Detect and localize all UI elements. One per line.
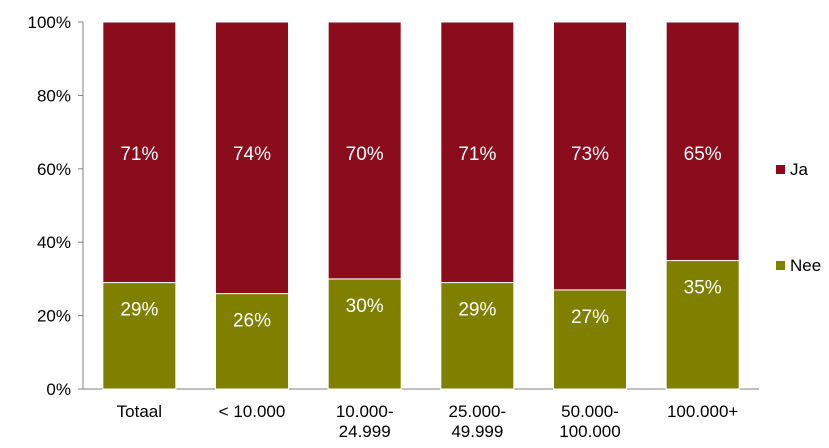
x-tick-label: 25.000- [448, 402, 506, 421]
x-tick-label: 100.000 [559, 422, 620, 441]
data-label: 70% [346, 144, 384, 165]
x-tick-label: < 10.000 [219, 402, 286, 421]
data-label: 73% [571, 144, 609, 165]
bar-segment-ja [553, 21, 627, 291]
x-tick-label: 10.000- [336, 402, 394, 421]
legend-item-ja: Ja [776, 160, 809, 179]
x-tick-label: 24.999 [339, 422, 391, 441]
y-tick-label: 60% [37, 160, 71, 179]
legend-item-nee: Nee [776, 256, 821, 275]
x-tick-label: 50.000- [561, 402, 619, 421]
bar-segment-ja [440, 21, 515, 284]
legend-label: Nee [790, 256, 821, 275]
data-label: 26% [233, 311, 271, 332]
data-label: 65% [684, 144, 722, 165]
data-label: 74% [233, 144, 271, 165]
y-tick-label: 40% [37, 233, 71, 252]
y-tick-label: 0% [46, 380, 71, 399]
bar-segment-ja [665, 21, 740, 262]
bar-segment-nee [440, 282, 515, 390]
bar-segment-nee [102, 282, 177, 390]
legend-swatch [776, 165, 785, 174]
x-tick-label: 100.000+ [667, 402, 738, 421]
data-label: 30% [346, 296, 384, 317]
data-label: 27% [571, 307, 609, 328]
bar-segment-nee [327, 278, 402, 390]
x-tick-label: Totaal [117, 402, 162, 421]
data-label: 29% [120, 300, 158, 321]
x-tick-label: 49.999 [451, 422, 503, 441]
legend-label: Ja [790, 160, 809, 179]
bar-segment-ja [215, 21, 289, 295]
bar-segment-ja [102, 21, 177, 284]
data-label: 71% [458, 144, 496, 165]
bar-segment-ja [327, 21, 402, 280]
y-tick-label: 20% [37, 307, 71, 326]
data-label: 35% [684, 278, 722, 299]
y-tick-label: 80% [37, 86, 71, 105]
data-label: 29% [458, 300, 496, 321]
bar-segment-nee [215, 293, 289, 390]
legend-swatch [776, 261, 785, 270]
y-tick-label: 100% [28, 13, 71, 32]
data-label: 71% [120, 144, 158, 165]
bar-segment-nee [553, 289, 627, 390]
